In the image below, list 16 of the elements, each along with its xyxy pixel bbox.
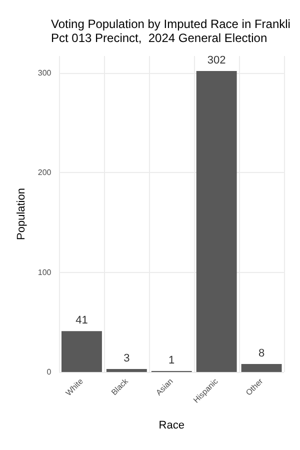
- data-label: 3: [124, 352, 130, 365]
- y-tick-label: 300: [38, 68, 52, 78]
- bar: [196, 70, 237, 372]
- x-axis-title: Race: [158, 420, 184, 432]
- bar: [241, 364, 282, 372]
- y-tick-label: 100: [38, 268, 52, 277]
- data-label: 302: [207, 54, 226, 66]
- data-label: 41: [76, 314, 88, 327]
- data-label: 8: [258, 348, 265, 360]
- y-axis-title: Population: [16, 188, 28, 240]
- bar: [61, 331, 102, 372]
- y-tick-label: 0: [46, 368, 52, 376]
- y-tick-label: 200: [38, 168, 52, 178]
- data-label: 1: [168, 354, 175, 367]
- chart-title: Voting Population by Imputed Race in Frankli Pct 013 Precinct, 2024 General Election: [51, 17, 290, 45]
- bar: [106, 369, 147, 372]
